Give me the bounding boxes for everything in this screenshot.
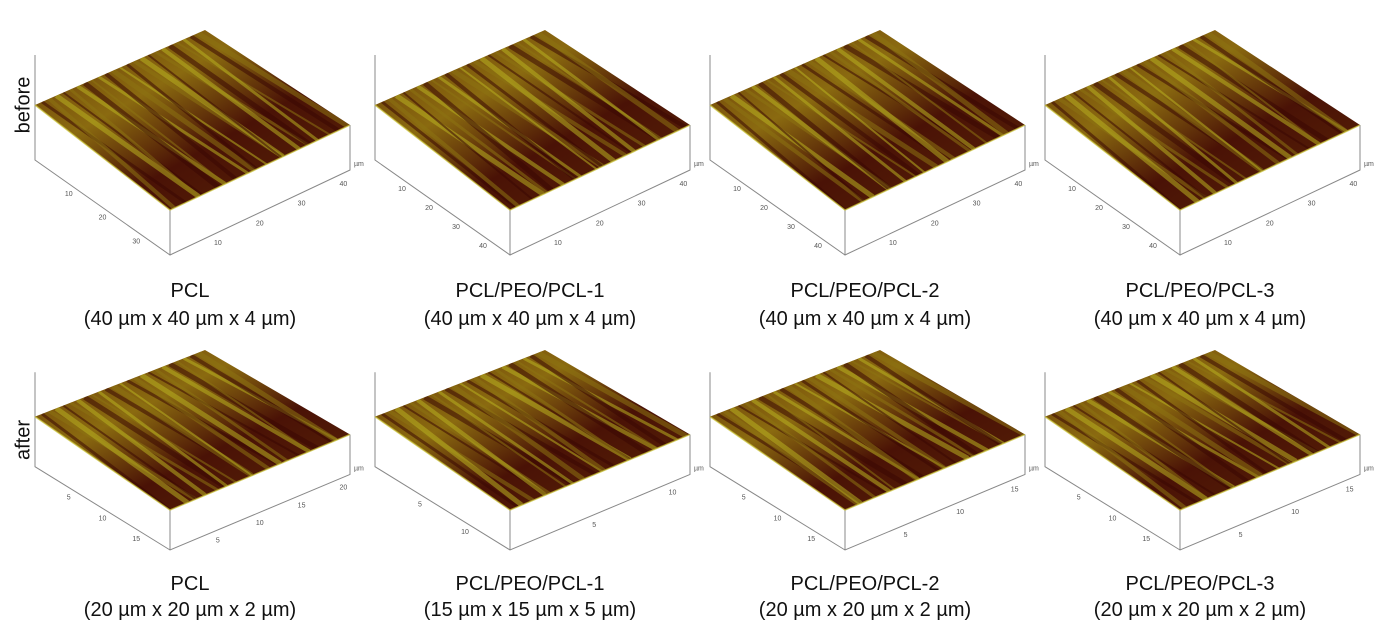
tick-label: 10 <box>461 529 469 536</box>
unit-label: µm <box>354 161 364 168</box>
panel-title: PCL <box>171 280 210 302</box>
unit-label: µm <box>1029 465 1039 472</box>
unit-label: µm <box>1364 161 1374 168</box>
panel-size: (15 µm x 15 µm x 5 µm) <box>424 599 636 621</box>
tick-label: 20 <box>596 220 604 227</box>
tick-label: 10 <box>1068 186 1076 193</box>
tick-label: 10 <box>1109 515 1117 522</box>
panel-title: PCL/PEO/PCL-3 <box>1126 573 1275 595</box>
tick-label: 30 <box>298 201 306 208</box>
tick-label: 40 <box>340 181 348 188</box>
tick-label: 10 <box>669 489 677 496</box>
tick-label: 20 <box>1266 220 1274 227</box>
panel-title: PCL/PEO/PCL-3 <box>1126 280 1275 302</box>
tick-label: 30 <box>452 224 460 231</box>
panel-size: (20 µm x 20 µm x 2 µm) <box>84 599 296 621</box>
tick-label: 10 <box>214 240 222 247</box>
tick-label: 5 <box>67 495 71 502</box>
tick-label: 10 <box>554 240 562 247</box>
tick-label: 10 <box>889 240 897 247</box>
panel-size: (40 µm x 40 µm x 4 µm) <box>759 308 971 330</box>
tick-label: 30 <box>1122 224 1130 231</box>
tick-label: 15 <box>132 536 140 543</box>
tick-label: 20 <box>340 485 348 492</box>
panel-size: (40 µm x 40 µm x 4 µm) <box>84 308 296 330</box>
tick-label: 5 <box>592 522 596 529</box>
tick-label: 30 <box>787 224 795 231</box>
tick-label: 10 <box>1291 509 1299 516</box>
panel-title: PCL/PEO/PCL-1 <box>456 280 605 302</box>
panel-size: (20 µm x 20 µm x 2 µm) <box>1094 599 1306 621</box>
unit-label: µm <box>694 465 704 472</box>
panel-title: PCL/PEO/PCL-2 <box>791 573 940 595</box>
panel-size: (40 µm x 40 µm x 4 µm) <box>424 308 636 330</box>
tick-label: 10 <box>1224 240 1232 247</box>
tick-label: 40 <box>680 181 688 188</box>
row-label: before <box>12 77 34 134</box>
unit-label: µm <box>1364 465 1374 472</box>
tick-label: 15 <box>298 502 306 509</box>
afm-surface <box>35 30 350 210</box>
tick-label: 5 <box>216 537 220 544</box>
tick-label: 30 <box>132 238 140 245</box>
tick-label: 20 <box>931 220 939 227</box>
tick-label: 5 <box>418 501 422 508</box>
row-label: after <box>12 420 34 460</box>
tick-label: 10 <box>65 191 73 198</box>
tick-label: 15 <box>1142 536 1150 543</box>
panel-size: (20 µm x 20 µm x 2 µm) <box>759 599 971 621</box>
tick-label: 20 <box>99 215 107 222</box>
figure: before 10 20 30 10 20 30 40 µm PCL (40 µm x 40 µm … <box>0 0 1378 630</box>
tick-label: 10 <box>398 186 406 193</box>
tick-label: 40 <box>1350 181 1358 188</box>
tick-label: 15 <box>1346 486 1354 493</box>
tick-label: 10 <box>956 509 964 516</box>
panel-title: PCL/PEO/PCL-2 <box>791 280 940 302</box>
tick-label: 5 <box>904 532 908 539</box>
tick-label: 40 <box>814 243 822 250</box>
tick-label: 10 <box>733 186 741 193</box>
tick-label: 5 <box>1077 495 1081 502</box>
tick-label: 40 <box>1149 243 1157 250</box>
tick-label: 20 <box>1095 205 1103 212</box>
panel-title: PCL/PEO/PCL-1 <box>456 573 605 595</box>
unit-label: µm <box>354 465 364 472</box>
tick-label: 10 <box>99 515 107 522</box>
unit-label: µm <box>1029 161 1039 168</box>
tick-label: 15 <box>1011 486 1019 493</box>
tick-label: 5 <box>1239 532 1243 539</box>
tick-label: 40 <box>1015 181 1023 188</box>
tick-label: 30 <box>973 201 981 208</box>
tick-label: 40 <box>479 243 487 250</box>
tick-label: 5 <box>742 495 746 502</box>
unit-label: µm <box>694 161 704 168</box>
tick-label: 20 <box>760 205 768 212</box>
tick-label: 15 <box>807 536 815 543</box>
tick-label: 10 <box>774 515 782 522</box>
tick-label: 30 <box>1308 201 1316 208</box>
tick-label: 30 <box>638 201 646 208</box>
panel-title: PCL <box>171 573 210 595</box>
tick-label: 20 <box>425 205 433 212</box>
tick-label: 20 <box>256 220 264 227</box>
panel-size: (40 µm x 40 µm x 4 µm) <box>1094 308 1306 330</box>
tick-label: 10 <box>256 520 264 527</box>
